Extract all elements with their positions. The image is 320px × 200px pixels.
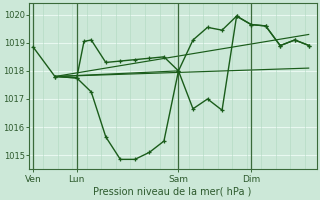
X-axis label: Pression niveau de la mer( hPa ): Pression niveau de la mer( hPa ): [93, 187, 252, 197]
